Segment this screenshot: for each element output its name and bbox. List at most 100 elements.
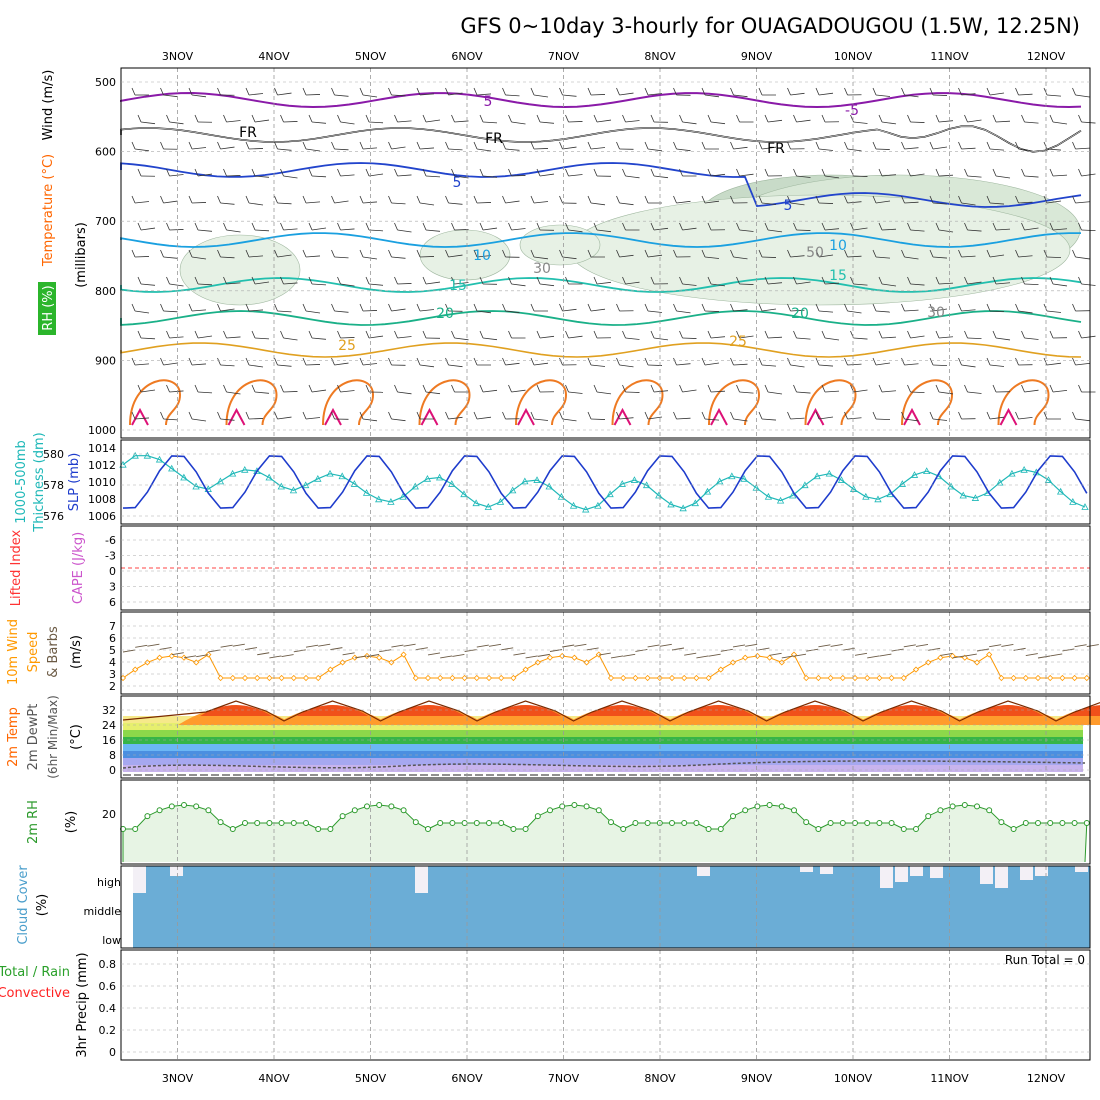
- wind10-barb: [391, 644, 404, 648]
- day-label-top: 6NOV: [451, 50, 483, 63]
- wind-barb-flag: [1078, 222, 1082, 231]
- wind10-barb: [964, 653, 977, 657]
- wind-barb: [397, 391, 412, 395]
- thickness-point: [862, 492, 870, 500]
- wind-barb: [932, 308, 948, 312]
- rh2m-point: [1035, 820, 1041, 826]
- wind-barb: [989, 202, 1005, 205]
- wind-barb-flag: [508, 330, 512, 339]
- wind-barb: [340, 337, 355, 339]
- bl-peak: [710, 407, 728, 426]
- label-wind: Wind (m/s): [41, 70, 56, 141]
- wind-barb-flag: [644, 411, 649, 420]
- wind-barb-flag: [416, 411, 421, 420]
- wind-barb: [368, 173, 384, 177]
- wind10-point: [644, 674, 651, 682]
- wind-barb: [533, 362, 549, 366]
- wind-barb: [1075, 94, 1090, 98]
- wind-barb-flag: [331, 303, 335, 312]
- thickness-point: [253, 467, 261, 474]
- wind-barb-flag: [593, 114, 598, 123]
- rh2m-point: [229, 826, 236, 832]
- label-wind10-b: Speed: [26, 632, 41, 673]
- cloud-gap: [800, 866, 813, 872]
- wind-barb-flag: [194, 222, 199, 231]
- wind-barb: [191, 363, 207, 366]
- wind-barb: [568, 335, 583, 339]
- rh2m-point: [608, 819, 614, 826]
- wind10-point: [156, 654, 163, 661]
- wind-barb-flag: [274, 141, 278, 150]
- wind-barb-flag: [736, 222, 740, 231]
- wind-barb-flag: [1043, 87, 1048, 96]
- wind-barb: [419, 147, 435, 150]
- wind-barb-flag: [416, 357, 421, 366]
- wind-barb-flag: [872, 411, 877, 420]
- wind-barb-flag: [901, 411, 905, 420]
- wind10-point: [754, 652, 761, 660]
- temp-line: [122, 700, 1100, 722]
- bl-loop: [611, 379, 664, 426]
- wind-barb: [761, 418, 777, 421]
- wind-barb-flag: [701, 357, 706, 366]
- wind-barb: [1018, 93, 1033, 96]
- wind-barb-flag: [559, 249, 563, 258]
- wind-barb-flag: [217, 303, 221, 312]
- wind10-barb: [696, 655, 709, 659]
- wind-barb-flag: [194, 384, 199, 393]
- wind-barb: [191, 309, 207, 312]
- wind-barb: [169, 174, 184, 177]
- wind-barb-flag: [223, 384, 227, 393]
- wind-barb: [505, 148, 520, 151]
- wind-barb: [881, 174, 897, 177]
- wind-barb-flag: [650, 276, 655, 285]
- thickness-point: [849, 485, 858, 492]
- wind-barb-flag: [793, 276, 797, 285]
- wind-barb: [761, 256, 777, 258]
- thickness-point: [703, 487, 712, 495]
- wind-barb-flag: [815, 357, 820, 366]
- thickness-point: [898, 480, 907, 487]
- y-tick-label: 576: [43, 510, 64, 523]
- wind-barb: [305, 201, 321, 204]
- wind10-point: [254, 674, 261, 682]
- wind10-barb: [159, 646, 172, 650]
- wind-barb: [1052, 228, 1068, 231]
- wind-barb: [904, 94, 919, 98]
- wind-barb-flag: [217, 87, 221, 96]
- wind-barb: [676, 200, 691, 204]
- wind-barb-flag: [844, 411, 848, 420]
- wind-barb-flag: [1015, 195, 1019, 204]
- wind-barb: [619, 364, 634, 368]
- label-temp2m-c: (6hr Min/Max): [46, 695, 60, 779]
- rh2m-point: [766, 802, 773, 808]
- wind-barb: [362, 256, 378, 260]
- wind-barb-flag: [194, 276, 199, 285]
- wind-barb: [169, 336, 184, 339]
- wind-barb-flag: [730, 249, 734, 258]
- rh2m-point: [400, 807, 407, 814]
- contour-label: 50: [806, 245, 824, 261]
- wind-barb: [311, 227, 327, 231]
- wind-barb: [910, 391, 925, 393]
- panel-precip: [120, 949, 1091, 1061]
- wind-barb: [226, 336, 241, 339]
- wind-barb: [961, 202, 976, 206]
- wind-barb: [482, 389, 498, 393]
- wind-barb: [932, 146, 948, 150]
- wind-barb-flag: [394, 168, 398, 177]
- wind-barb-flag: [644, 357, 649, 366]
- wind-barb: [425, 175, 441, 178]
- wind-barb: [283, 337, 298, 341]
- wind-barb-flag: [650, 168, 655, 177]
- y-tick-label: -3: [105, 550, 116, 563]
- bl-loop: [804, 379, 857, 426]
- wind-barb: [625, 391, 640, 393]
- day-label-bottom: 3NOV: [162, 1072, 194, 1085]
- rh2m-point: [778, 803, 785, 810]
- wind-barb-flag: [707, 276, 712, 285]
- wind-barb-flag: [422, 168, 427, 177]
- bl-peak: [131, 407, 149, 426]
- contour-label: FR: [767, 141, 785, 157]
- wind-barb: [796, 119, 811, 123]
